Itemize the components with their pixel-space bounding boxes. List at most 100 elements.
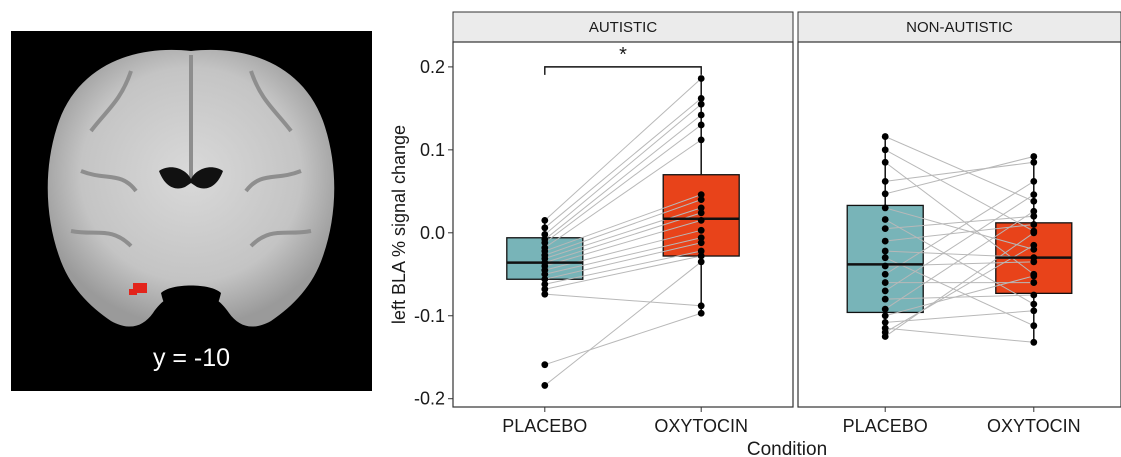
paired-line <box>885 294 1034 300</box>
facet-label: AUTISTIC <box>589 19 658 36</box>
amygdala-roi-part <box>129 289 137 295</box>
data-point-placebo <box>881 237 889 245</box>
data-point-placebo <box>541 239 549 247</box>
facet-label: NON-AUTISTIC <box>906 19 1013 36</box>
data-point-placebo <box>881 270 889 278</box>
data-point-placebo <box>881 190 889 198</box>
data-point-placebo <box>881 177 889 185</box>
data-point-placebo <box>541 280 549 288</box>
data-point-placebo <box>881 247 889 255</box>
paired-line <box>544 261 702 386</box>
data-point-oxytocin <box>1030 158 1038 166</box>
data-point-placebo <box>881 225 889 233</box>
data-point-placebo <box>541 270 549 278</box>
y-tick-label: 0.0 <box>420 223 445 243</box>
paired-line <box>884 232 1035 337</box>
x-axis-label: Condition <box>747 439 827 457</box>
data-point-placebo <box>881 216 889 223</box>
data-point-placebo <box>881 146 889 154</box>
data-point-oxytocin <box>1030 191 1038 199</box>
paired-line <box>544 207 702 259</box>
paired-line <box>884 219 1035 305</box>
data-point-oxytocin <box>697 258 705 266</box>
data-point-oxytocin <box>697 136 705 144</box>
data-point-oxytocin <box>1030 338 1038 346</box>
data-point-placebo <box>881 318 889 326</box>
brain-slice-image: y = -10 <box>11 31 372 391</box>
paired-line <box>884 149 1035 232</box>
paired-line <box>885 275 1034 317</box>
data-point-placebo <box>541 290 549 298</box>
paired-line <box>885 207 1034 250</box>
paired-line <box>544 199 702 256</box>
data-point-placebo <box>881 295 889 303</box>
data-point-oxytocin <box>697 302 705 310</box>
paired-line <box>885 310 1034 323</box>
data-point-oxytocin <box>1030 322 1038 330</box>
data-point-oxytocin <box>697 247 705 255</box>
panel-frame <box>797 41 1121 408</box>
x-tick-label: OXYTOCIN <box>987 416 1081 436</box>
boxplot-chart: 0.2 0.1 0.0 -0.1 -0.2 left BLA % signal chang… <box>389 11 1121 457</box>
data-point-oxytocin <box>697 75 705 82</box>
data-point-placebo <box>881 305 889 313</box>
data-point-oxytocin <box>697 191 705 199</box>
data-point-oxytocin <box>1030 279 1038 286</box>
paired-line <box>884 244 1035 333</box>
facet-strip <box>452 11 794 43</box>
ventricles <box>159 167 223 189</box>
data-point-oxytocin <box>697 100 705 108</box>
slice-coordinate-label: y = -10 <box>152 344 231 372</box>
data-point-oxytocin <box>1030 272 1038 280</box>
data-point-placebo <box>541 275 549 283</box>
paired-line <box>885 155 1034 195</box>
data-point-placebo <box>541 231 549 238</box>
data-point-oxytocin <box>1030 177 1038 185</box>
panel-frame <box>452 41 794 408</box>
y-tick-label: 0.1 <box>420 140 445 160</box>
paired-line <box>544 250 702 285</box>
paired-line <box>544 219 702 267</box>
data-point-placebo <box>881 254 889 262</box>
y-axis-label: left BLA % signal change <box>389 125 409 324</box>
paired-line <box>544 103 702 235</box>
paired-line <box>544 312 702 366</box>
paired-line <box>885 136 1034 202</box>
amygdala-roi <box>133 283 147 293</box>
data-point-placebo <box>881 204 889 212</box>
data-point-oxytocin <box>697 95 705 102</box>
paired-line <box>544 255 702 290</box>
data-point-oxytocin <box>1030 207 1038 215</box>
y-tick-label: 0.2 <box>420 57 445 77</box>
data-point-oxytocin <box>697 252 705 260</box>
x-tick-label: PLACEBO <box>843 416 928 436</box>
paired-line <box>544 98 702 229</box>
paired-line <box>544 78 702 221</box>
data-point-placebo <box>541 224 549 232</box>
data-point-placebo <box>541 285 549 293</box>
data-point-placebo <box>881 133 889 140</box>
data-point-oxytocin <box>697 111 705 119</box>
data-point-oxytocin <box>1030 291 1038 299</box>
significance-bracket <box>544 66 702 75</box>
data-point-placebo <box>541 382 549 389</box>
x-tick-label: PLACEBO <box>502 416 587 436</box>
paired-line <box>885 161 1034 182</box>
data-point-placebo <box>541 216 549 224</box>
cortex-folds <box>70 55 312 248</box>
paired-line <box>885 327 1034 343</box>
data-point-placebo <box>881 312 889 320</box>
paired-line <box>885 257 1034 327</box>
data-point-placebo <box>881 262 889 270</box>
paired-line <box>544 114 702 240</box>
coronal-brain-slice <box>47 49 335 327</box>
paired-line <box>544 139 702 249</box>
data-point-oxytocin <box>1030 153 1038 160</box>
data-point-placebo <box>881 158 889 166</box>
paired-line <box>884 210 1035 310</box>
data-point-oxytocin <box>697 204 705 212</box>
brain-outline <box>47 49 335 327</box>
paired-line <box>544 242 702 280</box>
data-point-oxytocin <box>697 209 705 217</box>
data-point-oxytocin <box>1030 307 1038 315</box>
